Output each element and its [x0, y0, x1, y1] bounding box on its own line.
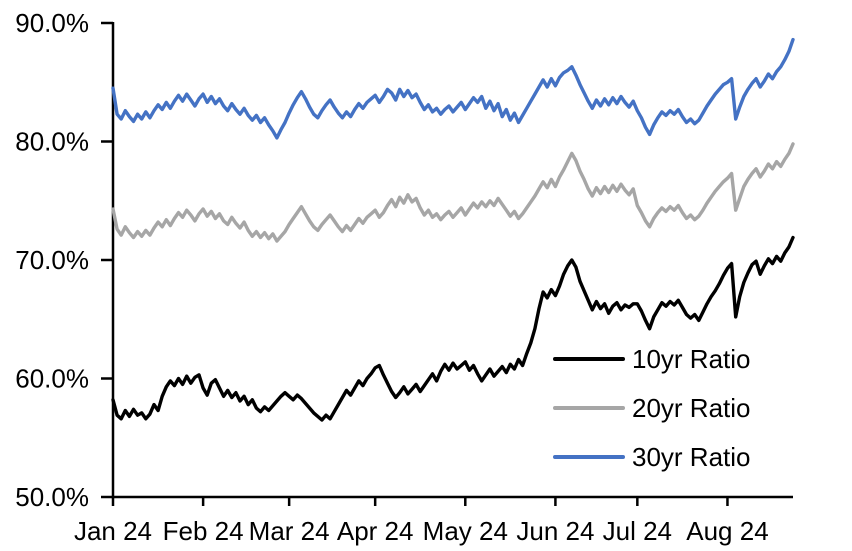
y-tick-label: 60.0% [15, 364, 89, 394]
x-tick-label: Jan 24 [74, 516, 152, 546]
y-tick-label: 80.0% [15, 127, 89, 157]
y-tick-label: 70.0% [15, 245, 89, 275]
y-tick-label: 50.0% [15, 482, 89, 512]
series-line-10yr-ratio [111, 235, 795, 422]
legend-line-swatch-10yr [553, 356, 625, 362]
x-tick-label: Apr 24 [337, 516, 414, 546]
series-line-20yr-ratio [111, 142, 795, 243]
x-tick-label: Jun 24 [516, 516, 594, 546]
legend-item-10yr: 10yr Ratio [553, 344, 751, 374]
series-line-30yr-ratio [111, 37, 795, 140]
y-tick-label: 90.0% [15, 8, 89, 38]
legend-label-20yr: 20yr Ratio [632, 392, 751, 423]
legend-label-30yr: 30yr Ratio [632, 441, 751, 472]
x-tick-label: Jul 24 [603, 516, 672, 546]
legend-item-30yr: 30yr Ratio [553, 442, 751, 472]
legend-label-10yr: 10yr Ratio [632, 343, 751, 374]
x-tick-label: May 24 [423, 516, 508, 546]
legend-line-swatch-20yr [553, 405, 625, 411]
chart-legend: 10yr Ratio 20yr Ratio 30yr Ratio [553, 344, 751, 491]
legend-line-swatch-30yr [553, 454, 625, 460]
legend-item-20yr: 20yr Ratio [553, 393, 751, 423]
x-tick-label: Feb 24 [163, 516, 244, 546]
x-tick-label: Mar 24 [249, 516, 330, 546]
x-tick-label: Aug 24 [686, 516, 768, 546]
